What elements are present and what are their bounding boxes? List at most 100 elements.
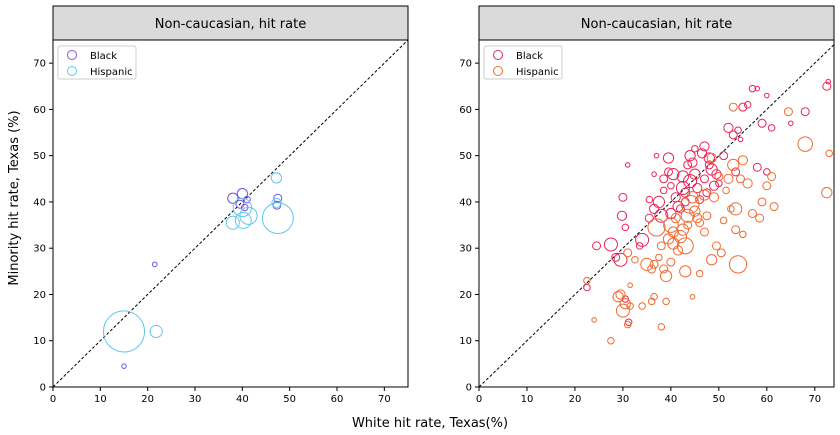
right-point-hispanic-40 xyxy=(689,293,696,300)
left-x-tick-label: 40 xyxy=(236,394,249,405)
right-point-hispanic-72 xyxy=(728,102,738,112)
figure-y-axis-label: Minority hit rate, Texas (%) xyxy=(7,110,22,285)
right-legend-box xyxy=(483,45,563,80)
left-x-tick-label: 0 xyxy=(50,394,56,405)
right-point-black-36 xyxy=(684,150,696,162)
left-x-tick-label: 10 xyxy=(94,394,107,405)
right-point-hispanic-35 xyxy=(679,265,692,278)
right-point-black-55 xyxy=(731,167,741,177)
right-point-black-17 xyxy=(653,152,660,159)
left-point-hispanic-6 xyxy=(261,202,294,235)
right-point-hispanic-4 xyxy=(615,289,626,300)
right-legend-marker-black xyxy=(493,50,503,60)
left-point-hispanic-2 xyxy=(225,215,240,230)
left-point-hispanic-0 xyxy=(102,310,146,353)
left-point-black-3 xyxy=(236,187,248,200)
right-point-black-38 xyxy=(691,144,699,153)
right-point-black-19 xyxy=(654,208,669,223)
right-y-tick-label: 40 xyxy=(459,197,472,208)
left-point-hispanic-8 xyxy=(271,197,282,208)
right-point-hispanic-34 xyxy=(676,237,694,255)
right-point-hispanic-27 xyxy=(666,257,676,267)
right-point-hispanic-42 xyxy=(692,213,703,224)
left-y-tick-label: 50 xyxy=(33,151,46,162)
right-point-black-37 xyxy=(687,157,698,168)
right-point-black-43 xyxy=(699,141,710,152)
right-point-black-7 xyxy=(621,223,630,232)
right-point-black-56 xyxy=(734,126,742,134)
right-point-black-44 xyxy=(699,174,709,184)
right-point-black-64 xyxy=(764,92,770,99)
right-point-hispanic-76 xyxy=(825,149,833,158)
right-point-black-21 xyxy=(659,174,669,184)
right-point-hispanic-50 xyxy=(708,192,720,203)
right-point-hispanic-58 xyxy=(727,158,740,172)
right-point-hispanic-20 xyxy=(656,241,666,251)
left-legend: Black Hispanic xyxy=(57,45,137,80)
right-point-hispanic-6 xyxy=(619,298,631,310)
right-point-hispanic-74 xyxy=(797,136,813,152)
right-point-hispanic-32 xyxy=(673,230,688,244)
right-point-black-54 xyxy=(728,130,738,140)
right-point-hispanic-53 xyxy=(716,248,726,258)
left-panel-title: Non-caucasian, hit rate xyxy=(155,17,306,32)
right-x-tick-label: 40 xyxy=(665,394,678,405)
left-panel-strip xyxy=(52,5,409,41)
right-point-hispanic-2 xyxy=(607,336,615,345)
right-point-black-8 xyxy=(624,162,631,168)
left-x-tick-label: 20 xyxy=(141,394,154,405)
left-y-tick-label: 10 xyxy=(33,336,46,347)
right-point-black-24 xyxy=(667,181,675,190)
left-point-black-1 xyxy=(151,261,158,268)
left-point-black-2 xyxy=(227,192,239,204)
right-point-hispanic-0 xyxy=(583,276,591,285)
right-point-hispanic-43 xyxy=(695,218,705,228)
right-point-black-68 xyxy=(800,107,810,117)
right-point-hispanic-55 xyxy=(722,186,730,195)
left-legend-label-hispanic: Hispanic xyxy=(90,67,133,78)
right-point-hispanic-16 xyxy=(650,293,658,301)
right-y-tick-label: 30 xyxy=(459,244,472,255)
right-x-tick-label: 60 xyxy=(760,394,773,405)
right-point-black-53 xyxy=(723,122,734,134)
right-legend-label-hispanic: Hispanic xyxy=(516,67,559,78)
right-panel-title: Non-caucasian, hit rate xyxy=(581,17,732,32)
left-point-hispanic-4 xyxy=(234,211,252,229)
right-panel: Non-caucasian, hit rate 0 10 20 30 40 50 60 70 0… xyxy=(459,5,835,405)
right-diagonal-line xyxy=(479,43,834,387)
right-point-hispanic-68 xyxy=(757,197,767,207)
left-x-tick-label: 60 xyxy=(331,394,344,405)
right-point-black-3 xyxy=(611,252,621,262)
right-point-hispanic-29 xyxy=(667,226,679,238)
right-point-black-13 xyxy=(644,213,654,223)
right-point-hispanic-61 xyxy=(728,255,748,274)
right-point-black-18 xyxy=(652,195,666,209)
right-y-tick-label: 10 xyxy=(459,336,472,347)
left-y-tick-label: 0 xyxy=(40,383,46,394)
right-point-black-66 xyxy=(767,124,776,132)
right-point-hispanic-14 xyxy=(647,264,657,274)
right-point-black-61 xyxy=(752,162,762,172)
right-point-hispanic-71 xyxy=(769,202,779,212)
left-plot-frame xyxy=(52,39,409,388)
right-point-black-27 xyxy=(670,192,681,203)
right-point-hispanic-75 xyxy=(821,187,833,199)
right-point-black-52 xyxy=(719,151,729,161)
right-y-tick-label: 50 xyxy=(459,151,472,162)
right-point-hispanic-48 xyxy=(706,254,718,266)
left-point-black-4 xyxy=(243,195,251,204)
right-point-hispanic-70 xyxy=(767,172,777,181)
right-point-hispanic-22 xyxy=(659,264,669,274)
right-point-hispanic-60 xyxy=(731,225,741,235)
right-point-black-59 xyxy=(743,101,752,109)
left-x-tick-label: 50 xyxy=(283,394,296,405)
right-legend: Black Hispanic xyxy=(483,45,563,80)
right-point-hispanic-57 xyxy=(727,205,735,213)
right-point-hispanic-47 xyxy=(702,211,712,221)
left-point-black-0 xyxy=(121,363,127,369)
right-point-black-1 xyxy=(592,241,602,251)
right-point-hispanic-5 xyxy=(615,303,630,318)
right-point-hispanic-8 xyxy=(626,302,634,310)
right-point-hispanic-18 xyxy=(647,218,666,237)
right-x-tick-label: 30 xyxy=(617,394,630,405)
